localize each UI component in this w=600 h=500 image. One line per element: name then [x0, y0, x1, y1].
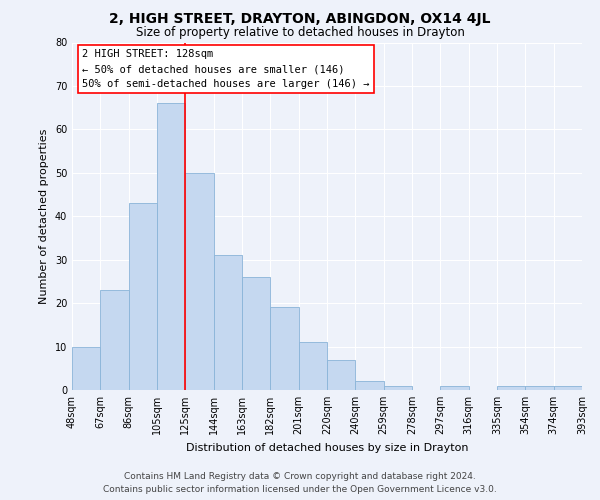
Bar — [242, 277, 271, 390]
Bar — [383, 386, 412, 390]
Bar — [355, 382, 383, 390]
Bar — [554, 386, 582, 390]
Bar — [299, 342, 327, 390]
Bar — [327, 360, 355, 390]
Bar — [271, 308, 299, 390]
Bar — [526, 386, 554, 390]
Text: Size of property relative to detached houses in Drayton: Size of property relative to detached ho… — [136, 26, 464, 39]
Text: 2, HIGH STREET, DRAYTON, ABINGDON, OX14 4JL: 2, HIGH STREET, DRAYTON, ABINGDON, OX14 … — [109, 12, 491, 26]
X-axis label: Distribution of detached houses by size in Drayton: Distribution of detached houses by size … — [186, 442, 468, 452]
Bar — [72, 346, 100, 390]
Bar — [214, 256, 242, 390]
Text: 2 HIGH STREET: 128sqm
← 50% of detached houses are smaller (146)
50% of semi-det: 2 HIGH STREET: 128sqm ← 50% of detached … — [82, 50, 370, 89]
Bar — [100, 290, 128, 390]
Y-axis label: Number of detached properties: Number of detached properties — [39, 128, 49, 304]
Bar — [185, 173, 214, 390]
Bar — [497, 386, 526, 390]
Bar — [128, 203, 157, 390]
Bar — [440, 386, 469, 390]
Bar — [157, 104, 185, 390]
Text: Contains HM Land Registry data © Crown copyright and database right 2024.
Contai: Contains HM Land Registry data © Crown c… — [103, 472, 497, 494]
